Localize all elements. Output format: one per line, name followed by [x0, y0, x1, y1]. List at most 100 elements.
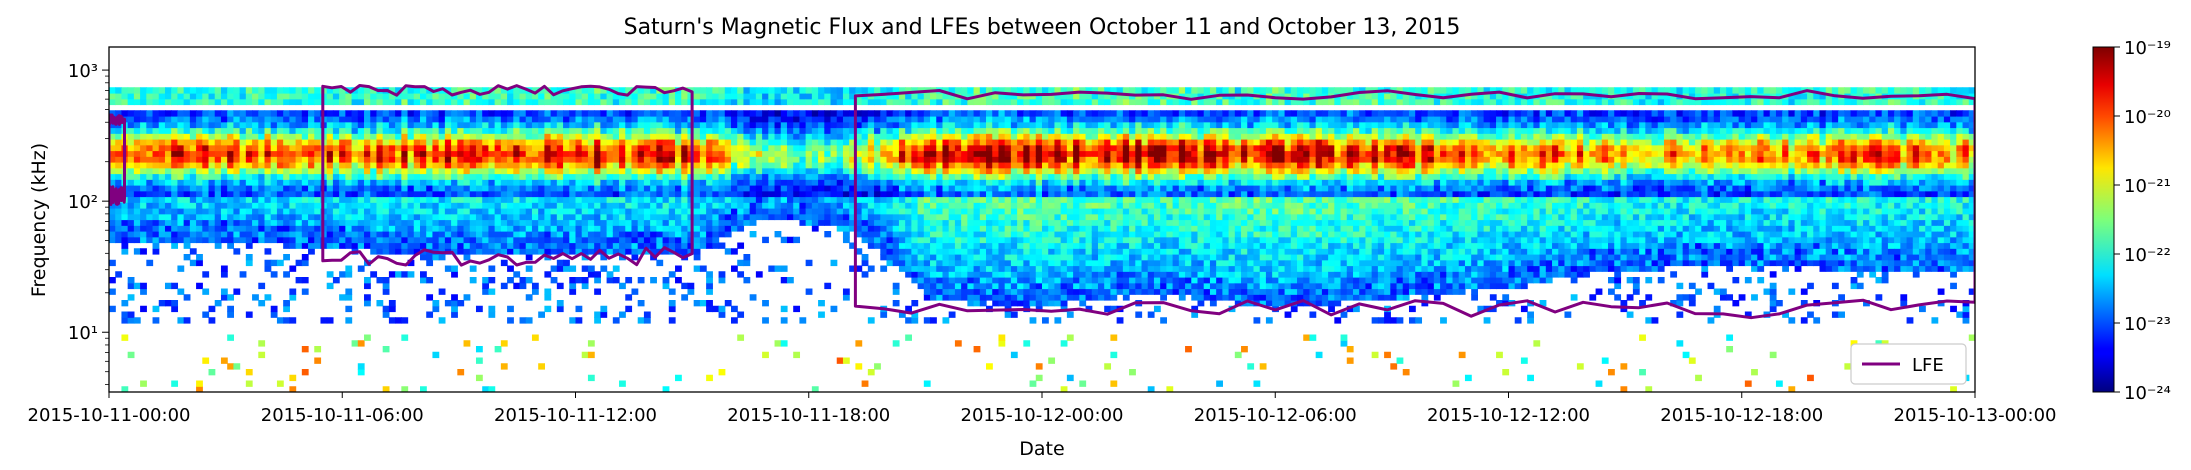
heatmap-cell [531, 133, 539, 140]
heatmap-cell [314, 219, 322, 226]
heatmap-cell [892, 116, 900, 123]
heatmap-cell [345, 93, 353, 100]
heatmap-cell [954, 277, 962, 284]
heatmap-cell [133, 150, 141, 157]
heatmap-cell [930, 288, 937, 295]
heatmap-cell [463, 294, 471, 301]
heatmap-cell [252, 98, 259, 106]
heatmap-cell [824, 144, 832, 152]
heatmap-cell [855, 156, 863, 163]
heatmap-cell [606, 208, 614, 215]
heatmap-cell [724, 121, 732, 129]
heatmap-cell [774, 156, 782, 163]
heatmap-cell [451, 173, 458, 180]
heatmap-cell [264, 179, 272, 186]
heatmap-cell [133, 213, 141, 221]
heatmap-cell [301, 259, 309, 267]
heatmap-cell [824, 213, 832, 221]
heatmap-cell [146, 156, 154, 163]
heatmap-cell [836, 98, 844, 106]
heatmap-cell [793, 202, 801, 209]
heatmap-cell [886, 213, 894, 221]
heatmap-cell [550, 156, 558, 163]
heatmap-cell [115, 98, 123, 106]
heatmap-cell [370, 219, 378, 226]
heatmap-cell [1029, 225, 1037, 232]
heatmap-cell [482, 127, 490, 134]
heatmap-cell [451, 231, 458, 238]
heatmap-cell [196, 219, 203, 226]
heatmap-cell [575, 208, 583, 215]
heatmap-cell [911, 185, 919, 192]
heatmap-cell [1035, 179, 1043, 186]
heatmap-cell [345, 265, 353, 272]
heatmap-cell [500, 231, 508, 238]
heatmap-cell [364, 242, 371, 249]
heatmap-cell [731, 196, 738, 203]
heatmap-cell [283, 98, 290, 106]
heatmap-cell [886, 259, 894, 267]
heatmap-cell [426, 127, 434, 134]
heatmap-cell [992, 202, 1000, 209]
heatmap-cell [1091, 219, 1099, 226]
heatmap-cell [693, 236, 701, 244]
heatmap-cell [146, 219, 154, 226]
heatmap-cell [245, 98, 253, 106]
heatmap-cell [1023, 340, 1031, 347]
heatmap-cell [488, 265, 496, 272]
heatmap-cell [1023, 179, 1031, 186]
heatmap-cell [451, 300, 458, 307]
heatmap-cell [364, 294, 371, 301]
heatmap-cell [463, 196, 471, 203]
heatmap-cell [556, 265, 564, 272]
heatmap-cell [171, 225, 179, 232]
heatmap-cell [973, 167, 981, 175]
heatmap-cell [202, 167, 210, 175]
heatmap-cell [780, 236, 788, 244]
heatmap-cell [388, 219, 396, 226]
heatmap-cell [563, 190, 570, 198]
heatmap-cell [961, 93, 968, 100]
heatmap-cell [643, 98, 651, 106]
heatmap-cell [861, 133, 869, 140]
heatmap-cell [631, 127, 639, 134]
heatmap-cell [986, 294, 993, 301]
heatmap-cell [780, 144, 788, 152]
heatmap-cell [289, 185, 297, 192]
heatmap-cell [482, 150, 490, 157]
heatmap-cell [488, 225, 496, 232]
heatmap-cell [662, 208, 670, 215]
heatmap-cell [432, 93, 440, 100]
heatmap-cell [1023, 173, 1031, 180]
heatmap-cell [818, 190, 825, 198]
heatmap-cell [283, 162, 290, 169]
heatmap-cell [874, 139, 881, 146]
heatmap-cell [699, 110, 707, 117]
heatmap-cell [569, 288, 577, 295]
heatmap-cell [475, 346, 483, 353]
heatmap-cell [544, 121, 552, 129]
heatmap-cell [370, 121, 378, 129]
heatmap-cell [992, 294, 1000, 301]
heatmap-cell [283, 213, 290, 221]
heatmap-cell [544, 110, 552, 117]
heatmap-cell [824, 167, 832, 175]
heatmap-cell [998, 116, 1006, 123]
heatmap-cell [967, 248, 975, 255]
heatmap-cell [842, 357, 850, 364]
heatmap-cell [668, 167, 676, 175]
heatmap-cell [270, 167, 278, 175]
heatmap-cell [1010, 139, 1018, 146]
heatmap-cell [270, 173, 278, 180]
heatmap-cell [556, 208, 564, 215]
heatmap-cell [357, 369, 365, 376]
heatmap-cell [507, 196, 514, 203]
heatmap-cell [942, 144, 950, 152]
heatmap-cell [420, 139, 427, 146]
heatmap-cell [500, 93, 508, 100]
heatmap-cell [258, 225, 266, 232]
heatmap-cell [675, 185, 682, 192]
heatmap-cell [842, 110, 850, 117]
heatmap-cell [339, 242, 346, 249]
